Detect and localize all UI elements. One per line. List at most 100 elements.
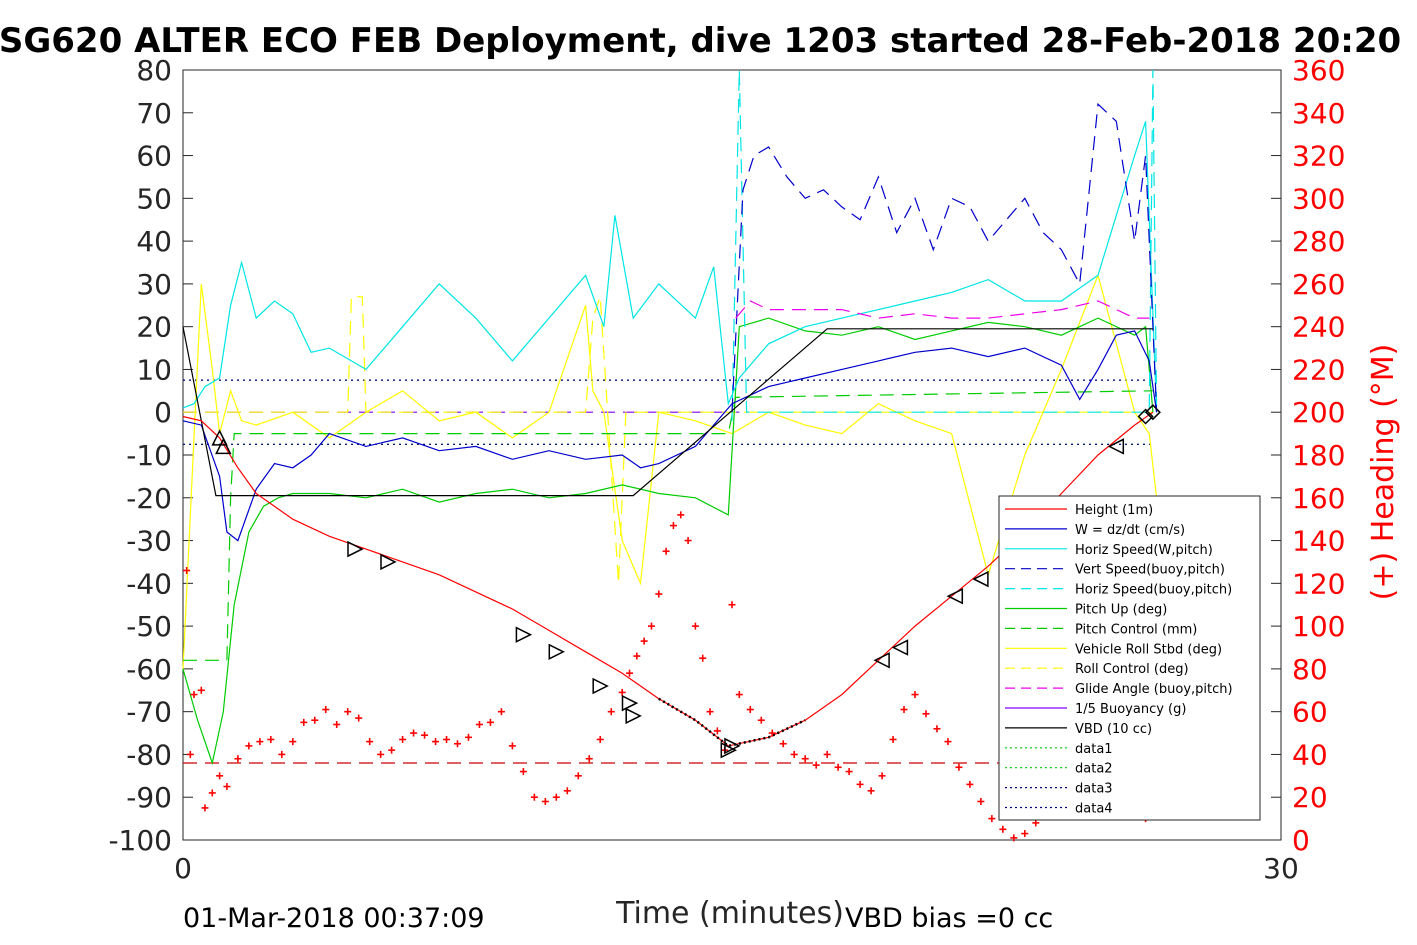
legend-entry: Horiz Speed(W,pitch) bbox=[1005, 543, 1213, 558]
right-tick-label: 240 bbox=[1292, 311, 1345, 344]
heading-point bbox=[186, 750, 194, 758]
left-tick-label: 80 bbox=[136, 54, 172, 87]
heading-point bbox=[208, 789, 216, 797]
heading-point bbox=[256, 738, 264, 746]
right-tick-label: 300 bbox=[1292, 182, 1345, 215]
timestamp-footer: 01-Mar-2018 00:37:09 bbox=[183, 903, 485, 934]
right-tick-label: 200 bbox=[1292, 396, 1345, 429]
heading-point bbox=[889, 735, 897, 743]
heading-point bbox=[662, 547, 670, 555]
legend-entry: VBD (10 cc) bbox=[1005, 722, 1152, 737]
heading-point bbox=[955, 763, 963, 771]
heading-point bbox=[691, 622, 699, 630]
height-marker bbox=[625, 707, 642, 725]
heading-point bbox=[823, 750, 831, 758]
height-marker bbox=[724, 737, 741, 755]
legend-entry: data4 bbox=[1005, 802, 1113, 817]
heading-point bbox=[197, 686, 205, 694]
heading-point bbox=[633, 652, 641, 660]
heading-point bbox=[834, 763, 842, 771]
legend-entry: Vert Speed(buoy,pitch) bbox=[1005, 563, 1225, 578]
legend-entry: Height (1m) bbox=[1005, 503, 1153, 518]
legend-entry: data1 bbox=[1005, 742, 1113, 757]
left-tick-label: 10 bbox=[136, 353, 172, 386]
x-axis-label: Time (minutes) bbox=[615, 896, 844, 931]
legend-label: Vert Speed(buoy,pitch) bbox=[1075, 563, 1225, 578]
height-marker bbox=[1144, 404, 1161, 421]
series-line-pitch bbox=[182, 317, 1154, 766]
series-line-w bbox=[182, 330, 1158, 542]
heading-point bbox=[988, 815, 996, 823]
heading-point bbox=[519, 768, 527, 776]
heading-point bbox=[201, 804, 209, 812]
heading-point bbox=[322, 706, 330, 714]
right-tick-label: 40 bbox=[1292, 738, 1328, 771]
heading-point bbox=[541, 798, 549, 805]
height-marker bbox=[380, 553, 397, 571]
left-tick-label: 70 bbox=[136, 97, 172, 130]
heading-points bbox=[183, 511, 1150, 842]
legend-entry: data3 bbox=[1005, 782, 1113, 797]
heading-point bbox=[911, 691, 919, 699]
legend-entry: Pitch Up (deg) bbox=[1005, 603, 1167, 618]
height-marker bbox=[720, 741, 737, 759]
height-marker bbox=[621, 694, 639, 712]
left-tick-label: 40 bbox=[136, 225, 172, 258]
legend-label: 1/5 Buoyancy (g) bbox=[1075, 702, 1186, 717]
legend-label: data2 bbox=[1075, 762, 1113, 777]
series-line-vbd bbox=[182, 326, 1153, 497]
right-tick-label: 280 bbox=[1292, 225, 1345, 258]
series-line-height bbox=[182, 411, 1154, 747]
height-marker bbox=[873, 652, 890, 669]
heading-point bbox=[563, 787, 571, 795]
legend-entry: Horiz Speed(buoy,pitch) bbox=[1005, 583, 1232, 598]
legend-entry: Glide Angle (buoy,pitch) bbox=[1005, 682, 1233, 697]
heading-point bbox=[856, 780, 864, 788]
series-line-vert-speed-buoy bbox=[731, 102, 1158, 413]
right-tick-label: 80 bbox=[1292, 653, 1328, 686]
heading-point bbox=[432, 738, 440, 746]
heading-point bbox=[867, 787, 875, 795]
left-tick-label: -100 bbox=[108, 824, 172, 857]
heading-point bbox=[300, 718, 308, 726]
height-marker bbox=[1107, 438, 1125, 455]
heading-point bbox=[966, 780, 974, 788]
chart-title: SG620 ALTER ECO FEB Deployment, dive 120… bbox=[0, 21, 1401, 61]
right-tick-label: 0 bbox=[1292, 824, 1310, 857]
height-marker bbox=[592, 677, 609, 695]
heading-point bbox=[443, 735, 451, 743]
vbd-bias-footer: VBD bias =0 cc bbox=[845, 903, 1053, 934]
legend-entry: data2 bbox=[1005, 762, 1113, 777]
legend-entry: 1/5 Buoyancy (g) bbox=[1005, 702, 1186, 717]
heading-point bbox=[900, 706, 908, 714]
left-tick-label: 50 bbox=[136, 182, 172, 215]
heading-point bbox=[355, 714, 363, 722]
heading-point bbox=[944, 738, 952, 746]
heading-point bbox=[922, 710, 930, 718]
legend-entry: W = dz/dt (cm/s) bbox=[1005, 523, 1185, 538]
height-marker bbox=[215, 437, 232, 455]
height-marker bbox=[972, 570, 989, 588]
heading-point bbox=[1032, 819, 1040, 827]
height-marker bbox=[548, 643, 565, 661]
left-axis: 80 70 60 50 40 30 20 10 0 -10 -20 -30 -40 -50 -60 -70 -8… bbox=[108, 54, 193, 857]
legend-label: data3 bbox=[1075, 782, 1113, 797]
heading-point bbox=[289, 738, 297, 746]
heading-point bbox=[508, 742, 516, 750]
heading-point bbox=[454, 740, 461, 748]
series-line-roll bbox=[182, 273, 1158, 669]
legend-label: Vehicle Roll Stbd (deg) bbox=[1075, 642, 1222, 657]
x-tick-label: 0 bbox=[174, 852, 192, 885]
heading-point bbox=[234, 755, 242, 763]
heading-point bbox=[223, 783, 231, 791]
heading-point bbox=[713, 727, 721, 735]
heading-point bbox=[267, 735, 275, 743]
heading-point bbox=[486, 718, 494, 726]
heading-point bbox=[464, 733, 472, 741]
height-marker bbox=[347, 540, 364, 558]
heading-point bbox=[410, 729, 418, 737]
left-tick-label: -30 bbox=[126, 525, 172, 558]
left-tick-label: 30 bbox=[136, 268, 172, 301]
left-tick-label: 60 bbox=[136, 140, 172, 173]
